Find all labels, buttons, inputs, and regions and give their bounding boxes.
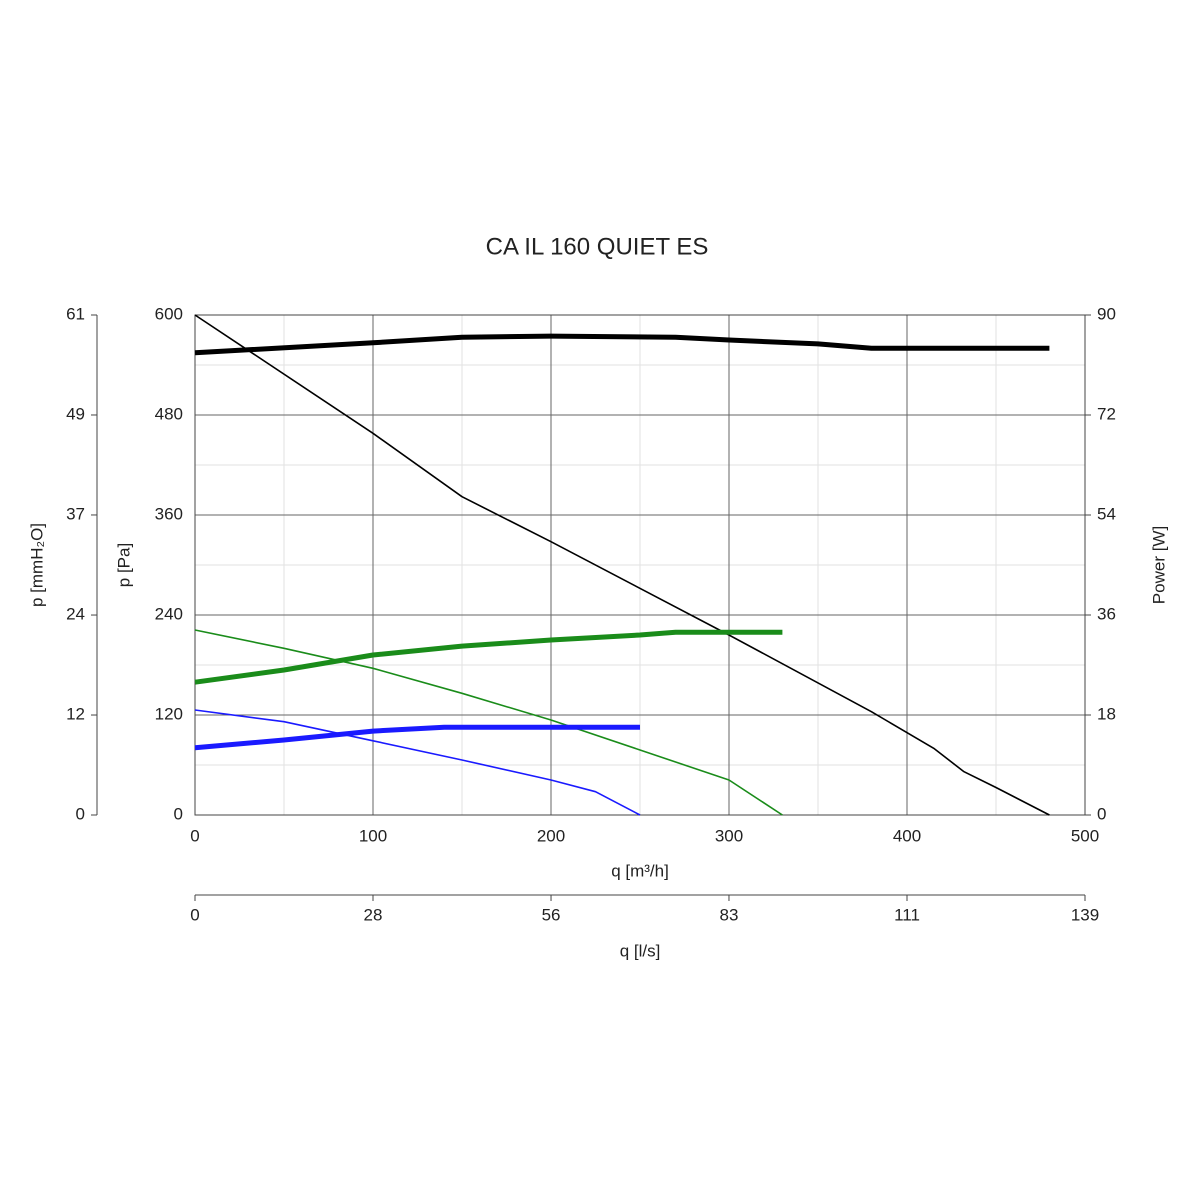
x-alt-tick-label: 111 (894, 905, 920, 924)
y-alt-tick-label: 24 (66, 605, 85, 624)
y-tick-label: 480 (155, 404, 183, 423)
y-alt-tick-label: 61 (66, 304, 85, 323)
y-alt-tick-label: 0 (76, 804, 85, 823)
x-alt-axis-title: q [l/s] (620, 941, 661, 960)
y2-tick-label: 18 (1097, 704, 1116, 723)
x-alt-tick-label: 139 (1071, 905, 1099, 924)
x-axis-title: q [m³/h] (611, 861, 669, 880)
y2-tick-label: 90 (1097, 304, 1116, 323)
y-tick-label: 600 (155, 304, 183, 323)
x-tick-label: 300 (715, 826, 743, 845)
chart-title: CA IL 160 QUIET ES (486, 233, 709, 260)
y-tick-label: 360 (155, 504, 183, 523)
y2-tick-label: 36 (1097, 604, 1116, 623)
curve (194, 709, 641, 816)
y-alt-tick-label: 49 (66, 404, 85, 423)
x-tick-label: 500 (1071, 826, 1099, 845)
x-tick-label: 0 (190, 826, 199, 845)
curve (194, 333, 1050, 356)
curve (194, 629, 783, 685)
y2-tick-label: 0 (1097, 804, 1106, 823)
curve (194, 314, 1050, 816)
x-alt-tick-label: 0 (190, 905, 199, 924)
x-tick-label: 400 (893, 826, 921, 845)
y2-tick-label: 72 (1097, 404, 1116, 423)
y-alt-tick-label: 37 (66, 504, 85, 523)
curve (194, 724, 640, 751)
x-alt-tick-label: 83 (720, 905, 739, 924)
x-tick-label: 100 (359, 826, 387, 845)
y2-tick-label: 54 (1097, 504, 1116, 523)
y2-axis-title: Power [W] (1149, 526, 1168, 604)
x-tick-label: 200 (537, 826, 565, 845)
x-alt-tick-label: 56 (542, 905, 561, 924)
y-tick-label: 120 (155, 704, 183, 723)
y-axis-title: p [Pa] (114, 543, 133, 587)
y-alt-tick-label: 12 (66, 705, 85, 724)
y-alt-axis-title: p [mmH₂O] (27, 523, 46, 607)
curve (194, 629, 783, 816)
y-tick-label: 0 (174, 804, 183, 823)
y-tick-label: 240 (155, 604, 183, 623)
x-alt-tick-label: 28 (364, 905, 383, 924)
